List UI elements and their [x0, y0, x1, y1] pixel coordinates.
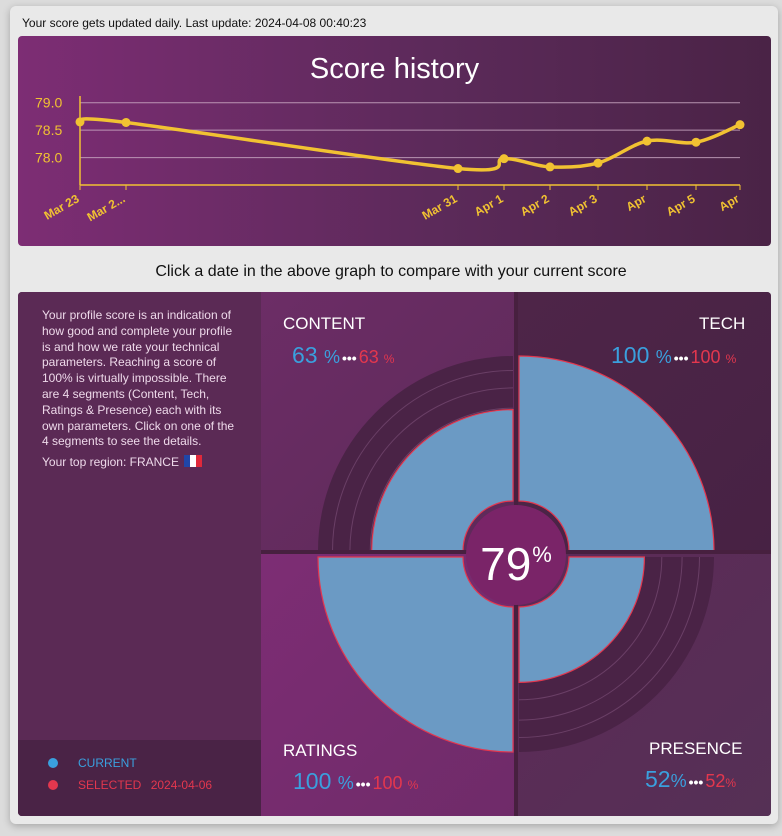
history-plot[interactable]: 79.0 78.5 78.0 Mar 23 Mar 2... Mar 31 Apr 1 Apr…: [18, 36, 771, 246]
content-guide-ring: [332, 370, 514, 552]
segment-tech-title[interactable]: TECH: [699, 314, 746, 333]
data-point[interactable]: [642, 136, 652, 146]
update-note: Your score gets updated daily. Last upda…: [22, 16, 367, 30]
x-tick-label: Apr: [717, 191, 742, 214]
segments-panel: Your profile score is an indication of h…: [18, 292, 771, 816]
data-point[interactable]: [75, 117, 85, 127]
segment-content-values: 63 % ••• 63 %: [292, 342, 394, 369]
presence-separator: •••: [688, 774, 704, 790]
tech-current-value: 100: [611, 342, 650, 368]
presence-selected-unit: %: [725, 776, 737, 790]
tech-separator: •••: [673, 350, 689, 366]
x-tick-label: Apr 2: [518, 191, 552, 219]
tech-value-fill: [518, 355, 715, 552]
segment-presence-title[interactable]: PRESENCE: [649, 739, 743, 758]
x-tick-label: Mar 2...: [85, 191, 128, 224]
data-point[interactable]: [453, 164, 463, 174]
presence-value-fill: [518, 556, 646, 684]
ratings-selected-value: 100: [372, 773, 403, 793]
legend-selected-label: SELECTED: [78, 778, 142, 792]
segment-tech-values: 100 % ••• 100 %: [611, 342, 736, 369]
y-tick-label: 79.0: [35, 95, 62, 111]
tech-current-unit: %: [655, 347, 672, 367]
current-dot-icon: [48, 758, 58, 768]
segment-tech-arc[interactable]: [518, 355, 715, 552]
info-text-block: Your profile score is an indication of h…: [42, 308, 242, 471]
score-history-chart[interactable]: Score history 79.0 78.5 78.0 Mar 23 Mar 2...…: [18, 36, 771, 246]
presence-guide-ring: [518, 556, 683, 721]
legend-current: CURRENT: [48, 756, 137, 770]
presence-current-value: 52: [645, 766, 671, 792]
segment-ratings-title[interactable]: RATINGS: [283, 741, 358, 760]
profile-score-description: Your profile score is an indication of h…: [42, 308, 235, 449]
segment-presence-values: 52% ••• 52%: [645, 766, 736, 793]
ratings-separator: •••: [355, 776, 371, 792]
y-tick-label: 78.5: [35, 122, 62, 138]
presence-selected: 52%: [705, 771, 736, 791]
y-tick-label: 78.0: [35, 150, 62, 166]
legend-selected: SELECTED 2024-04-06: [48, 778, 212, 792]
total-score-unit: %: [532, 542, 552, 567]
presence-current: 52%: [645, 766, 687, 792]
score-line: [79, 117, 741, 172]
segment-content-title[interactable]: CONTENT: [283, 314, 366, 333]
ratings-current: 100 %: [293, 768, 354, 794]
segment-content-arc[interactable]: [318, 356, 514, 552]
ratings-selected-unit: %: [407, 778, 419, 792]
content-selected-unit: %: [383, 352, 395, 366]
selected-dot-icon: [48, 780, 58, 790]
total-score-value: 79: [480, 538, 532, 590]
x-tick-label: Mar 31: [420, 191, 460, 222]
score-donut[interactable]: [18, 292, 771, 816]
france-flag-icon: [183, 455, 202, 468]
x-tick-label: Apr 3: [566, 191, 600, 219]
content-current: 63 %: [292, 342, 340, 368]
segment-presence-arc[interactable]: [518, 556, 714, 752]
presence-guide-ring: [518, 556, 663, 701]
content-selected-value: 63: [358, 347, 379, 367]
ratings-value-fill: [317, 556, 514, 753]
legend-current-label: CURRENT: [78, 756, 137, 770]
chart-title: Score history: [309, 53, 480, 85]
content-current-unit: %: [323, 347, 340, 367]
data-point[interactable]: [499, 154, 509, 164]
presence-guide-ring: [518, 556, 700, 738]
x-tick-label: Mar 23: [42, 191, 82, 222]
data-point[interactable]: [121, 117, 131, 127]
top-region: Your top region: FRANCE: [42, 455, 242, 471]
content-current-value: 63: [292, 342, 318, 368]
content-separator: •••: [342, 350, 357, 366]
data-point[interactable]: [593, 158, 603, 168]
legend: CURRENT SELECTED 2024-04-06: [18, 740, 261, 816]
ratings-current-value: 100: [293, 768, 332, 794]
segment-ratings-values: 100 % ••• 100 %: [293, 768, 418, 795]
total-score: 79%: [466, 505, 566, 605]
compare-hint: Click a date in the above graph to compa…: [155, 263, 627, 280]
presence-current-unit: %: [670, 771, 687, 791]
ratings-selected: 100 %: [373, 773, 419, 793]
content-value-fill: [371, 409, 514, 552]
ratings-current-unit: %: [337, 773, 354, 793]
tech-selected: 100 %: [691, 347, 737, 367]
x-tick-label: Apr 5: [664, 191, 698, 219]
tech-selected-unit: %: [725, 352, 737, 366]
legend-selected-date: 2024-04-06: [150, 778, 213, 792]
content-selected: 63 %: [359, 347, 395, 367]
tech-selected-value: 100: [690, 347, 721, 367]
presence-selected-value: 52: [705, 771, 726, 791]
data-point[interactable]: [735, 120, 745, 130]
data-point[interactable]: [545, 162, 555, 172]
top-region-label: Your top region: FRANCE: [42, 455, 179, 470]
content-guide-ring: [349, 387, 514, 552]
segment-ratings-arc[interactable]: [317, 556, 514, 753]
data-point[interactable]: [691, 137, 701, 147]
info-sidebar: Your profile score is an indication of h…: [18, 292, 261, 816]
x-tick-label: Apr: [624, 191, 649, 214]
tech-current: 100 %: [611, 342, 672, 368]
x-tick-label: Apr 1: [472, 191, 506, 219]
content-guide-ring: [369, 407, 514, 552]
